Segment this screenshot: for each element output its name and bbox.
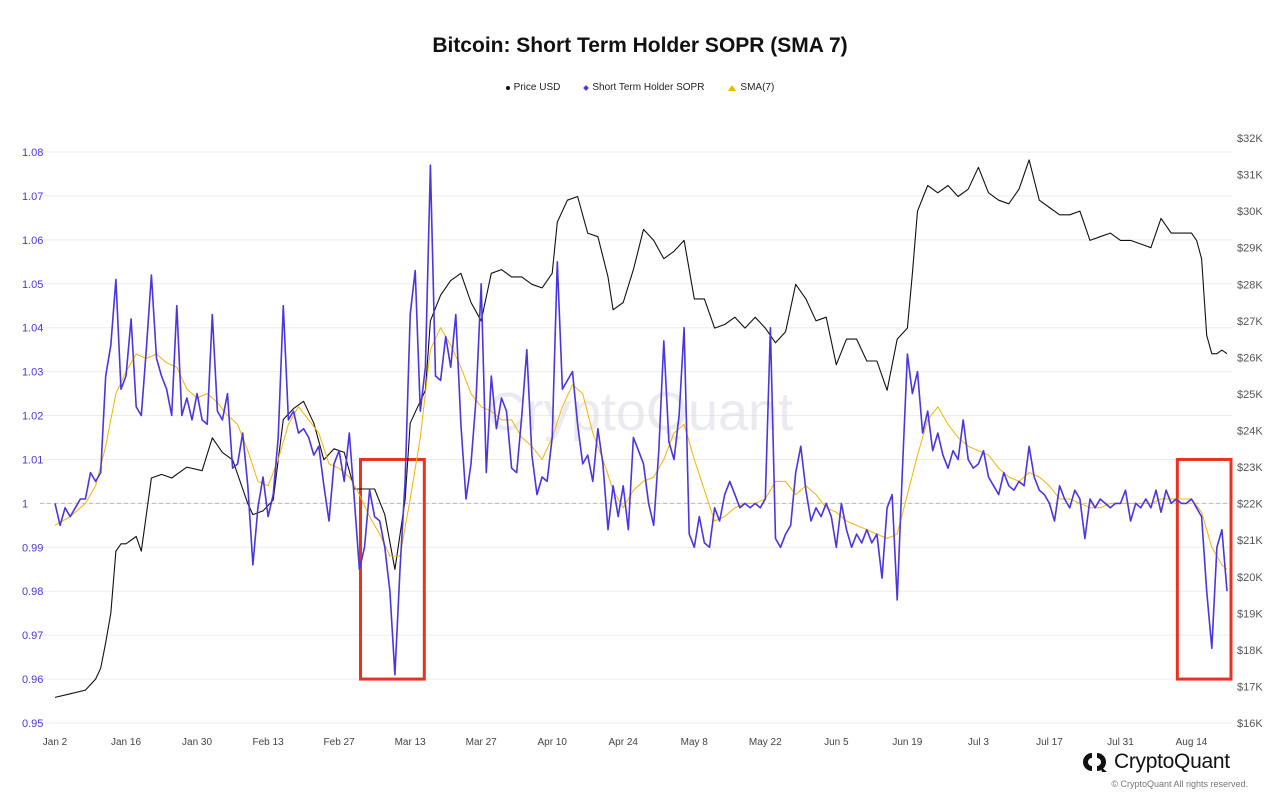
left-tick-label: 1: [22, 498, 28, 510]
x-tick-label: Jul 17: [1036, 737, 1063, 748]
left-tick-label: 0.95: [22, 718, 43, 730]
copyright-text: © CryptoQuant All rights reserved.: [1111, 779, 1248, 789]
chart-title: Bitcoin: Short Term Holder SOPR (SMA 7): [432, 34, 848, 57]
right-axis-ticks: $16K $17K $18K $19K $20K $21K $22K $23K $24K $25K…: [1237, 133, 1263, 730]
highlight-box: [358, 457, 426, 681]
right-tick-label: $21K: [1237, 535, 1263, 547]
right-tick-label: $28K: [1237, 279, 1263, 291]
x-tick-label: Aug 14: [1176, 737, 1208, 748]
right-tick-label: $20K: [1237, 572, 1263, 584]
right-tick-label: $30K: [1237, 206, 1263, 218]
x-tick-label: Jun 19: [892, 737, 922, 748]
sma-7-line: [54, 327, 1228, 570]
x-tick-label: Jan 16: [111, 737, 141, 748]
x-tick-label: Jul 3: [968, 737, 990, 748]
left-tick-label: 1.02: [22, 411, 43, 423]
x-tick-label: Mar 27: [466, 737, 498, 748]
left-tick-label: 1.03: [22, 367, 43, 379]
left-tick-label: 1.08: [22, 147, 43, 159]
series-lines: [54, 159, 1228, 698]
x-tick-label: Jan 2: [43, 737, 68, 748]
legend-label-sopr: Short Term Holder SOPR: [592, 82, 705, 93]
cryptoquant-logo-icon: [1083, 753, 1107, 772]
right-tick-label: $17K: [1237, 681, 1263, 693]
x-tick-label: May 22: [749, 737, 782, 748]
legend-label-price: Price USD: [513, 82, 561, 93]
dot-icon: [505, 85, 510, 90]
watermark: CryptoQuant: [487, 382, 793, 442]
x-tick-label: Feb 13: [253, 737, 285, 748]
diamond-icon: [583, 84, 590, 91]
right-tick-label: $19K: [1237, 608, 1263, 620]
left-tick-label: 0.98: [22, 586, 43, 598]
left-tick-label: 1.07: [22, 191, 43, 203]
x-tick-label: Apr 24: [609, 737, 639, 748]
left-axis-ticks: 0.95 0.96 0.97 0.98 0.99 1 1.01 1.02 1.03 1.04 1.0…: [22, 147, 43, 730]
x-axis-ticks: Jan 2 Jan 16 Jan 30 Feb 13 Feb 27 Mar 13 Mar 2…: [43, 737, 1208, 748]
logo: CryptoQuant: [1082, 750, 1230, 774]
highlight-boxes: [358, 457, 1233, 681]
x-tick-label: Mar 13: [395, 737, 427, 748]
legend-label-sma: SMA(7): [740, 82, 775, 93]
left-tick-label: 0.99: [22, 542, 43, 554]
legend-item-sopr[interactable]: Short Term Holder SOPR: [583, 82, 705, 93]
right-tick-label: $18K: [1237, 645, 1263, 657]
right-tick-label: $27K: [1237, 316, 1263, 328]
x-tick-label: Feb 27: [324, 737, 356, 748]
legend: Price USD Short Term Holder SOPR SMA(7): [0, 82, 1280, 93]
left-tick-label: 0.96: [22, 674, 43, 686]
left-tick-label: 1.05: [22, 279, 43, 291]
x-tick-label: May 8: [681, 737, 709, 748]
x-tick-label: Jul 31: [1107, 737, 1134, 748]
short-term-holder-sopr-line: [54, 164, 1228, 676]
right-tick-label: $32K: [1237, 133, 1263, 145]
triangle-icon: [728, 84, 737, 91]
right-tick-label: $29K: [1237, 243, 1263, 255]
right-tick-label: $25K: [1237, 389, 1263, 401]
left-tick-label: 1.06: [22, 235, 43, 247]
x-tick-label: Jun 5: [824, 737, 849, 748]
highlight-box: [1175, 457, 1233, 681]
left-tick-label: 1.01: [22, 454, 43, 466]
right-tick-label: $26K: [1237, 352, 1263, 364]
legend-item-sma[interactable]: SMA(7): [728, 82, 774, 93]
left-tick-label: 0.97: [22, 630, 43, 642]
logo-text: CryptoQuant: [1114, 750, 1230, 773]
left-tick-label: 1.04: [22, 323, 43, 335]
legend-item-price[interactable]: Price USD: [505, 82, 561, 93]
right-tick-label: $31K: [1237, 170, 1263, 182]
price-usd-line: [54, 159, 1228, 698]
right-tick-label: $24K: [1237, 426, 1263, 438]
right-tick-label: $23K: [1237, 462, 1263, 474]
right-tick-label: $22K: [1237, 499, 1263, 511]
right-tick-label: $16K: [1237, 718, 1263, 730]
grid-lines: [40, 151, 1232, 724]
x-tick-label: Apr 10: [537, 737, 567, 748]
x-tick-label: Jan 30: [182, 737, 212, 748]
